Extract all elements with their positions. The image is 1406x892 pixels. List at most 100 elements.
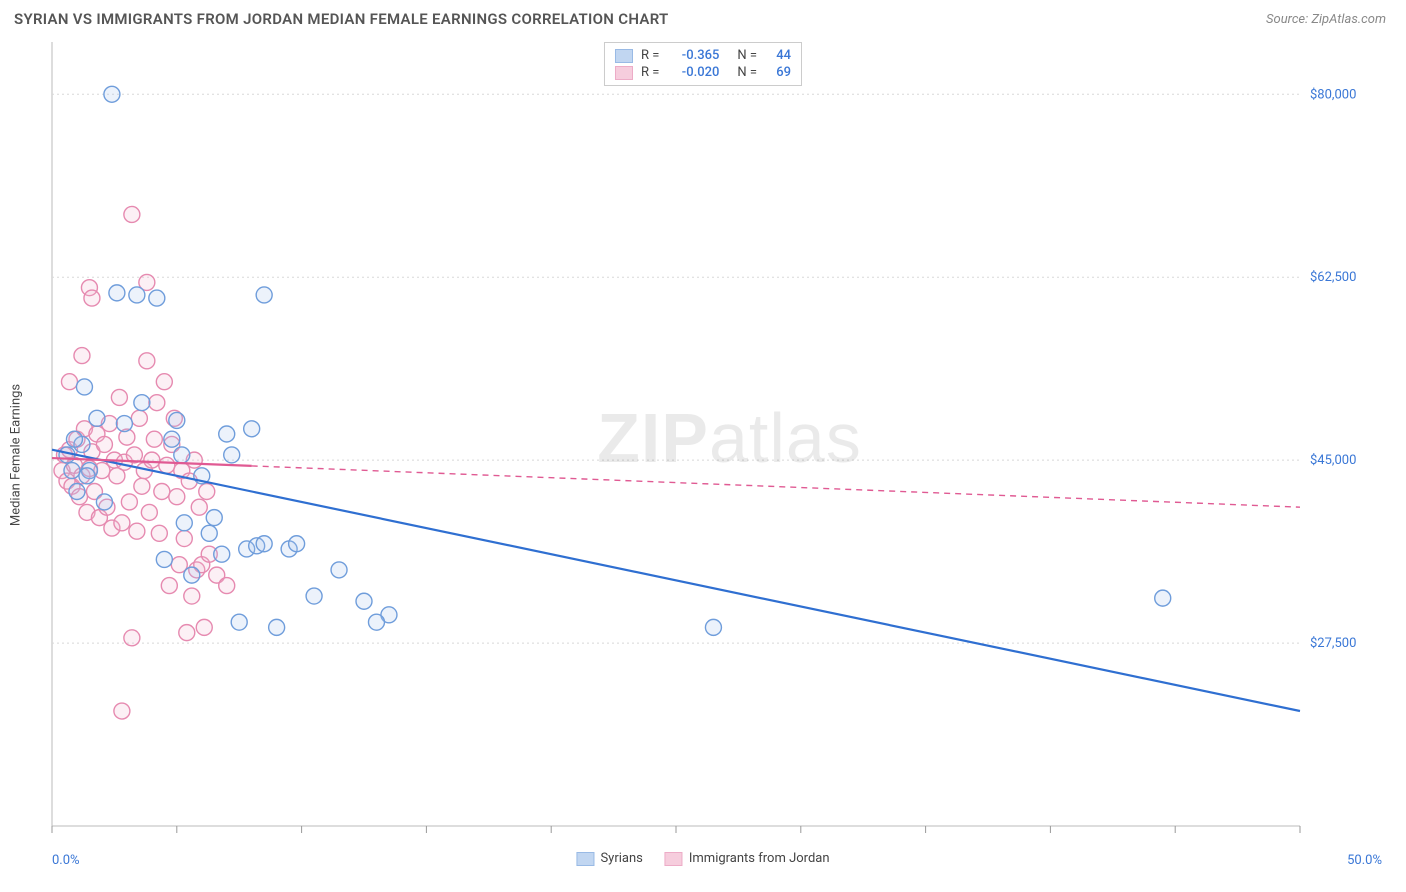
data-point (306, 588, 322, 604)
data-point (184, 588, 200, 604)
data-point (109, 285, 125, 301)
n-label: N = (737, 48, 757, 63)
data-point (64, 463, 80, 479)
data-point (146, 431, 162, 447)
data-point (206, 510, 222, 526)
data-point (129, 523, 145, 539)
x-axis-min-label: 0.0% (52, 853, 80, 868)
data-point (156, 374, 172, 390)
data-point (124, 206, 140, 222)
r-value: -0.365 (667, 48, 719, 63)
data-point (114, 515, 130, 531)
data-point (144, 452, 160, 468)
data-point (111, 389, 127, 405)
y-axis-label: Median Female Earnings (9, 384, 24, 526)
data-point (161, 578, 177, 594)
y-tick-label: $45,000 (1310, 453, 1356, 468)
correlation-legend: R = -0.365 N = 44 R = -0.020 N = 69 (604, 42, 802, 86)
legend-series-name: Syrians (600, 851, 642, 866)
data-point (116, 416, 132, 432)
data-point (129, 287, 145, 303)
data-point (269, 619, 285, 635)
legend-row: R = -0.365 N = 44 (615, 47, 791, 64)
data-point (69, 483, 85, 499)
data-point (179, 625, 195, 641)
data-point (124, 630, 140, 646)
data-point (331, 562, 347, 578)
data-point (164, 431, 180, 447)
y-tick-label: $27,500 (1310, 636, 1356, 651)
data-point (104, 86, 120, 102)
y-tick-label: $62,500 (1310, 270, 1356, 285)
scatter-chart: $27,500 $45,000 $62,500 $80,000 (14, 38, 1392, 872)
data-point (219, 426, 235, 442)
data-point (244, 421, 260, 437)
data-point (156, 551, 172, 567)
chart-container: Median Female Earnings $27,500$45,000$62… (14, 38, 1392, 872)
data-point (134, 478, 150, 494)
series-legend: Syrians Immigrants from Jordan (576, 851, 829, 866)
data-point (154, 483, 170, 499)
r-value: -0.020 (667, 65, 719, 80)
legend-swatch (665, 852, 683, 866)
data-point (199, 483, 215, 499)
data-point (191, 499, 207, 515)
data-point (66, 431, 82, 447)
data-point (201, 525, 217, 541)
data-point (176, 531, 192, 547)
r-label: R = (641, 65, 659, 80)
data-point (196, 619, 212, 635)
r-label: R = (641, 48, 659, 63)
data-point (174, 447, 190, 463)
data-point (74, 348, 90, 364)
chart-title: SYRIAN VS IMMIGRANTS FROM JORDAN MEDIAN … (14, 10, 669, 28)
data-point (176, 515, 192, 531)
data-point (289, 536, 305, 552)
data-point (224, 447, 240, 463)
data-point (139, 353, 155, 369)
data-point (231, 614, 247, 630)
legend-item: Immigrants from Jordan (665, 851, 830, 866)
data-point (149, 290, 165, 306)
data-point (169, 489, 185, 505)
n-label: N = (737, 65, 757, 80)
data-point (89, 410, 105, 426)
y-tick-label: $80,000 (1310, 87, 1356, 102)
data-point (1155, 590, 1171, 606)
data-point (96, 494, 112, 510)
source-attribution: Source: ZipAtlas.com (1266, 12, 1386, 27)
data-point (356, 593, 372, 609)
data-point (149, 395, 165, 411)
trend-line-extrapolated (252, 466, 1300, 507)
data-point (79, 468, 95, 484)
legend-row: R = -0.020 N = 69 (615, 64, 791, 81)
data-point (184, 567, 200, 583)
x-axis-max-label: 50.0% (1347, 853, 1382, 868)
data-point (141, 504, 157, 520)
data-point (169, 412, 185, 428)
data-point (159, 457, 175, 473)
data-point (256, 287, 272, 303)
legend-item: Syrians (576, 851, 642, 866)
source-label: Source: (1266, 12, 1311, 27)
legend-swatch (615, 49, 633, 63)
legend-series-name: Immigrants from Jordan (689, 851, 830, 866)
data-point (368, 614, 384, 630)
data-point (219, 578, 235, 594)
data-point (705, 619, 721, 635)
n-value: 44 (765, 48, 791, 63)
legend-swatch (576, 852, 594, 866)
legend-swatch (615, 66, 633, 80)
n-value: 69 (765, 65, 791, 80)
data-point (84, 290, 100, 306)
data-point (256, 536, 272, 552)
data-point (76, 379, 92, 395)
data-point (121, 494, 137, 510)
source-name: ZipAtlas.com (1311, 12, 1386, 27)
trend-line (52, 450, 1300, 711)
data-point (151, 525, 167, 541)
data-point (114, 703, 130, 719)
data-point (134, 395, 150, 411)
data-point (61, 374, 77, 390)
data-point (131, 410, 147, 426)
